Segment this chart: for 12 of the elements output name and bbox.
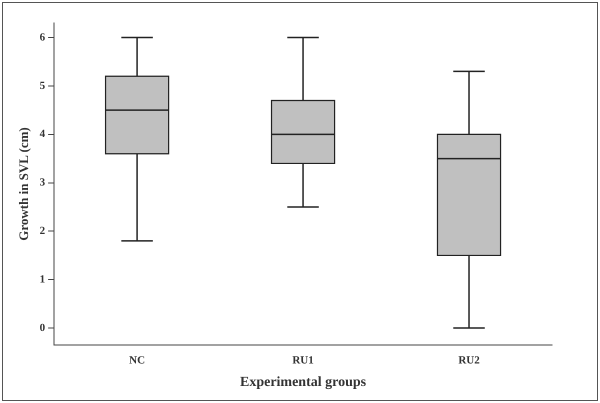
x-tick-label: NC: [129, 354, 146, 366]
y-tick-label: 1: [40, 273, 46, 286]
y-tick-label: 2: [40, 225, 46, 238]
y-tick-label: 5: [40, 80, 46, 92]
y-tick-label: 4: [40, 128, 46, 140]
y-tick-label: 0: [40, 322, 46, 334]
x-tick-label: RU1: [292, 354, 314, 366]
y-tick-label: 3: [40, 176, 46, 189]
y-axis-title: Growth in SVL (cm): [16, 127, 32, 241]
x-tick-label: RU2: [458, 354, 480, 366]
y-tick-label: 6: [40, 31, 46, 44]
x-axis-title: Experimental groups: [240, 375, 367, 390]
